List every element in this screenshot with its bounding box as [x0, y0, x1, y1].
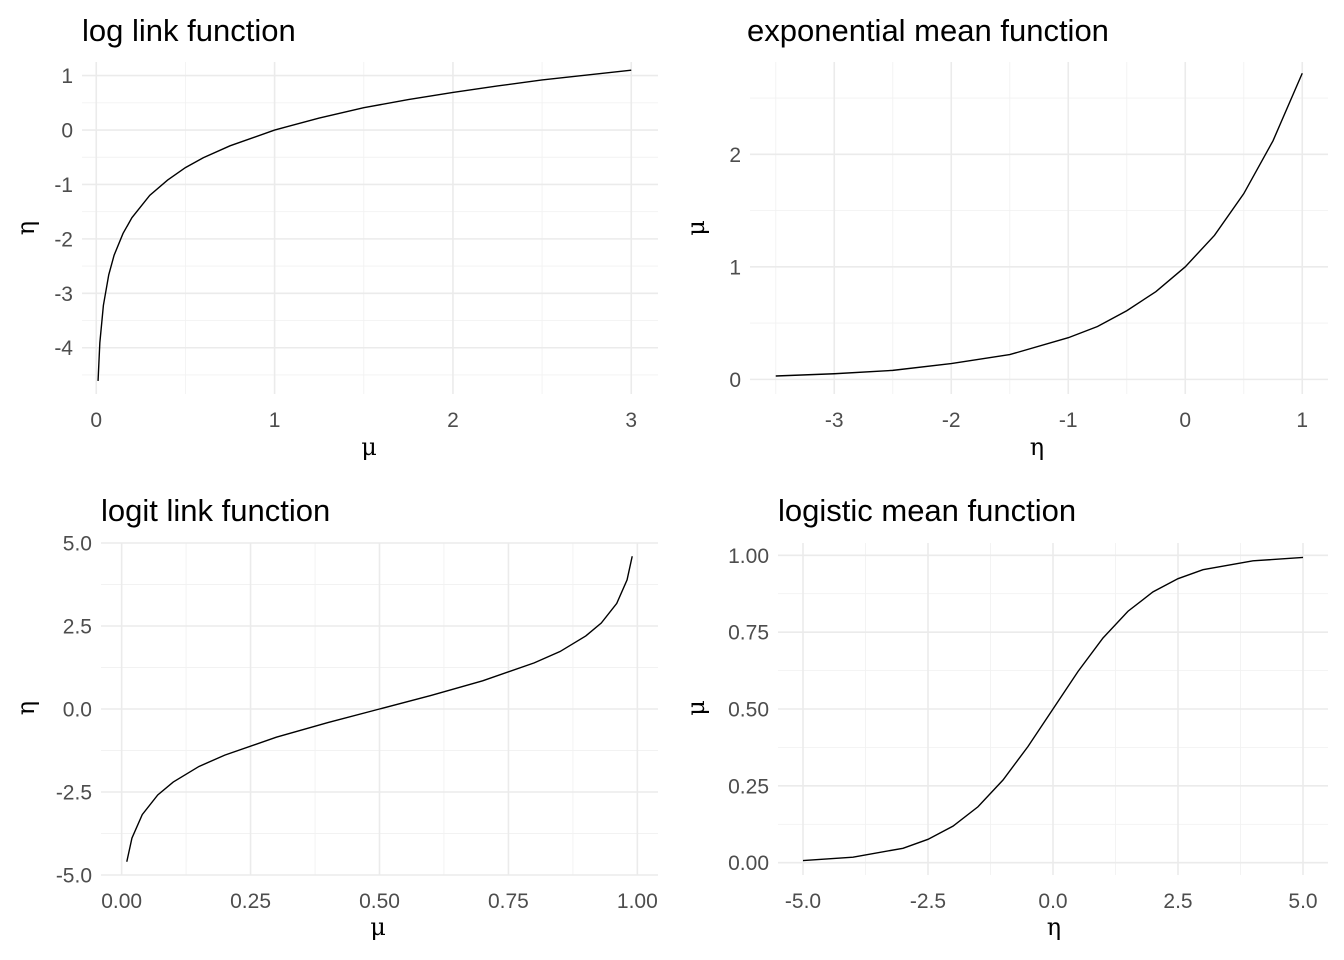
title-logit-link: logit link function	[101, 493, 330, 528]
curve-group-logit-link	[126, 556, 633, 862]
curve-group-logistic-mean	[802, 556, 1304, 862]
y-tick-label-log-link-1: -3	[54, 283, 73, 306]
y-tick-label-logit-link-4: 5.0	[63, 533, 92, 556]
y-ticks-logit-link: -5.0 -2.5 0.0 2.5 5.0	[56, 533, 92, 888]
panel-logit-link: 0.00 0.25 0.50 0.75 1.00 -5.0 -2.5 0.0 2.5 5.0 l…	[12, 493, 658, 941]
grid-logit-link	[101, 542, 658, 876]
y-tick-label-log-link-2: -2	[54, 228, 73, 251]
x-tick-label-exponential-mean-3: 0	[1179, 409, 1191, 432]
xlabel-logistic-mean: η	[1047, 913, 1061, 941]
xlabel-log-link: μ	[361, 433, 377, 461]
y-tick-label-logit-link-1: -2.5	[56, 782, 92, 805]
x-ticks-log-link: 0 1 2 3	[90, 409, 637, 432]
x-tick-label-logistic-mean-3: 2.5	[1163, 890, 1192, 913]
x-tick-label-log-link-2: 2	[447, 409, 459, 432]
y-ticks-exponential-mean: 0 1 2	[729, 144, 741, 392]
curve-logit-link	[126, 556, 633, 862]
x-tick-label-logit-link-2: 0.50	[359, 890, 400, 913]
x-tick-label-log-link-1: 1	[269, 409, 281, 432]
panel-log-link: 0 1 2 3 -4 -3 -2 -1 0 1 log link function μ η	[12, 13, 658, 461]
grid-exponential-mean	[750, 62, 1328, 394]
x-tick-label-exponential-mean-4: 1	[1296, 409, 1308, 432]
x-tick-label-logit-link-1: 0.25	[230, 890, 271, 913]
x-ticks-exponential-mean: -3 -2 -1 0 1	[825, 409, 1308, 432]
y-tick-label-exponential-mean-2: 2	[729, 144, 741, 167]
y-tick-label-log-link-0: -4	[54, 337, 73, 360]
x-tick-label-log-link-3: 3	[625, 409, 637, 432]
y-tick-label-exponential-mean-1: 1	[729, 256, 741, 279]
x-ticks-logistic-mean: -5.0 -2.5 0.0 2.5 5.0	[785, 890, 1318, 913]
y-tick-label-log-link-3: -1	[54, 174, 73, 197]
y-tick-label-logit-link-2: 0.0	[63, 699, 92, 722]
y-tick-label-logit-link-3: 2.5	[63, 616, 92, 639]
panel-exponential-mean: -3 -2 -1 0 1 0 1 2 exponential mean function η…	[682, 13, 1328, 461]
y-tick-label-logistic-mean-0: 0.00	[728, 852, 769, 875]
title-exponential-mean: exponential mean function	[747, 13, 1109, 48]
x-tick-label-logistic-mean-2: 0.0	[1038, 890, 1067, 913]
ylabel-logit-link: η	[12, 701, 40, 715]
x-tick-label-logistic-mean-0: -5.0	[785, 890, 821, 913]
x-ticks-logit-link: 0.00 0.25 0.50 0.75 1.00	[101, 890, 658, 913]
y-tick-label-logistic-mean-1: 0.25	[728, 775, 769, 798]
y-tick-label-log-link-4: 0	[61, 120, 73, 143]
x-tick-label-log-link-0: 0	[90, 409, 102, 432]
x-tick-label-logit-link-0: 0.00	[101, 890, 142, 913]
curve-logistic-mean	[802, 556, 1304, 862]
x-tick-label-logistic-mean-4: 5.0	[1288, 890, 1317, 913]
xlabel-exponential-mean: η	[1030, 433, 1044, 461]
x-tick-label-logit-link-4: 1.00	[617, 890, 658, 913]
curve-group-exponential-mean	[775, 72, 1303, 377]
y-tick-label-logistic-mean-2: 0.50	[728, 699, 769, 722]
x-tick-label-logistic-mean-1: -2.5	[910, 890, 946, 913]
y-tick-label-log-link-5: 1	[61, 65, 73, 88]
grid-log-link	[82, 62, 658, 394]
panel-logistic-mean: -5.0 -2.5 0.0 2.5 5.0 0.00 0.25 0.50 0.75 1.00 l…	[682, 493, 1328, 941]
y-tick-label-logistic-mean-3: 0.75	[728, 622, 769, 645]
x-tick-label-exponential-mean-2: -1	[1059, 409, 1078, 432]
title-log-link: log link function	[82, 13, 296, 48]
y-tick-label-logit-link-0: -5.0	[56, 865, 92, 888]
x-tick-label-exponential-mean-0: -3	[825, 409, 844, 432]
y-tick-label-exponential-mean-0: 0	[729, 369, 741, 392]
x-tick-label-exponential-mean-1: -2	[942, 409, 961, 432]
curve-exponential-mean	[775, 72, 1303, 377]
x-tick-label-logit-link-3: 0.75	[488, 890, 529, 913]
ylabel-log-link: η	[12, 221, 40, 235]
y-ticks-log-link: -4 -3 -2 -1 0 1	[54, 65, 73, 360]
y-ticks-logistic-mean: 0.00 0.25 0.50 0.75 1.00	[728, 545, 769, 875]
curve-group-log-link	[97, 69, 632, 381]
ylabel-exponential-mean: μ	[682, 220, 710, 236]
ylabel-logistic-mean: μ	[682, 700, 710, 716]
title-logistic-mean: logistic mean function	[778, 493, 1076, 528]
curve-log-link	[97, 69, 632, 381]
y-tick-label-logistic-mean-4: 1.00	[728, 545, 769, 568]
xlabel-logit-link: μ	[370, 913, 386, 941]
